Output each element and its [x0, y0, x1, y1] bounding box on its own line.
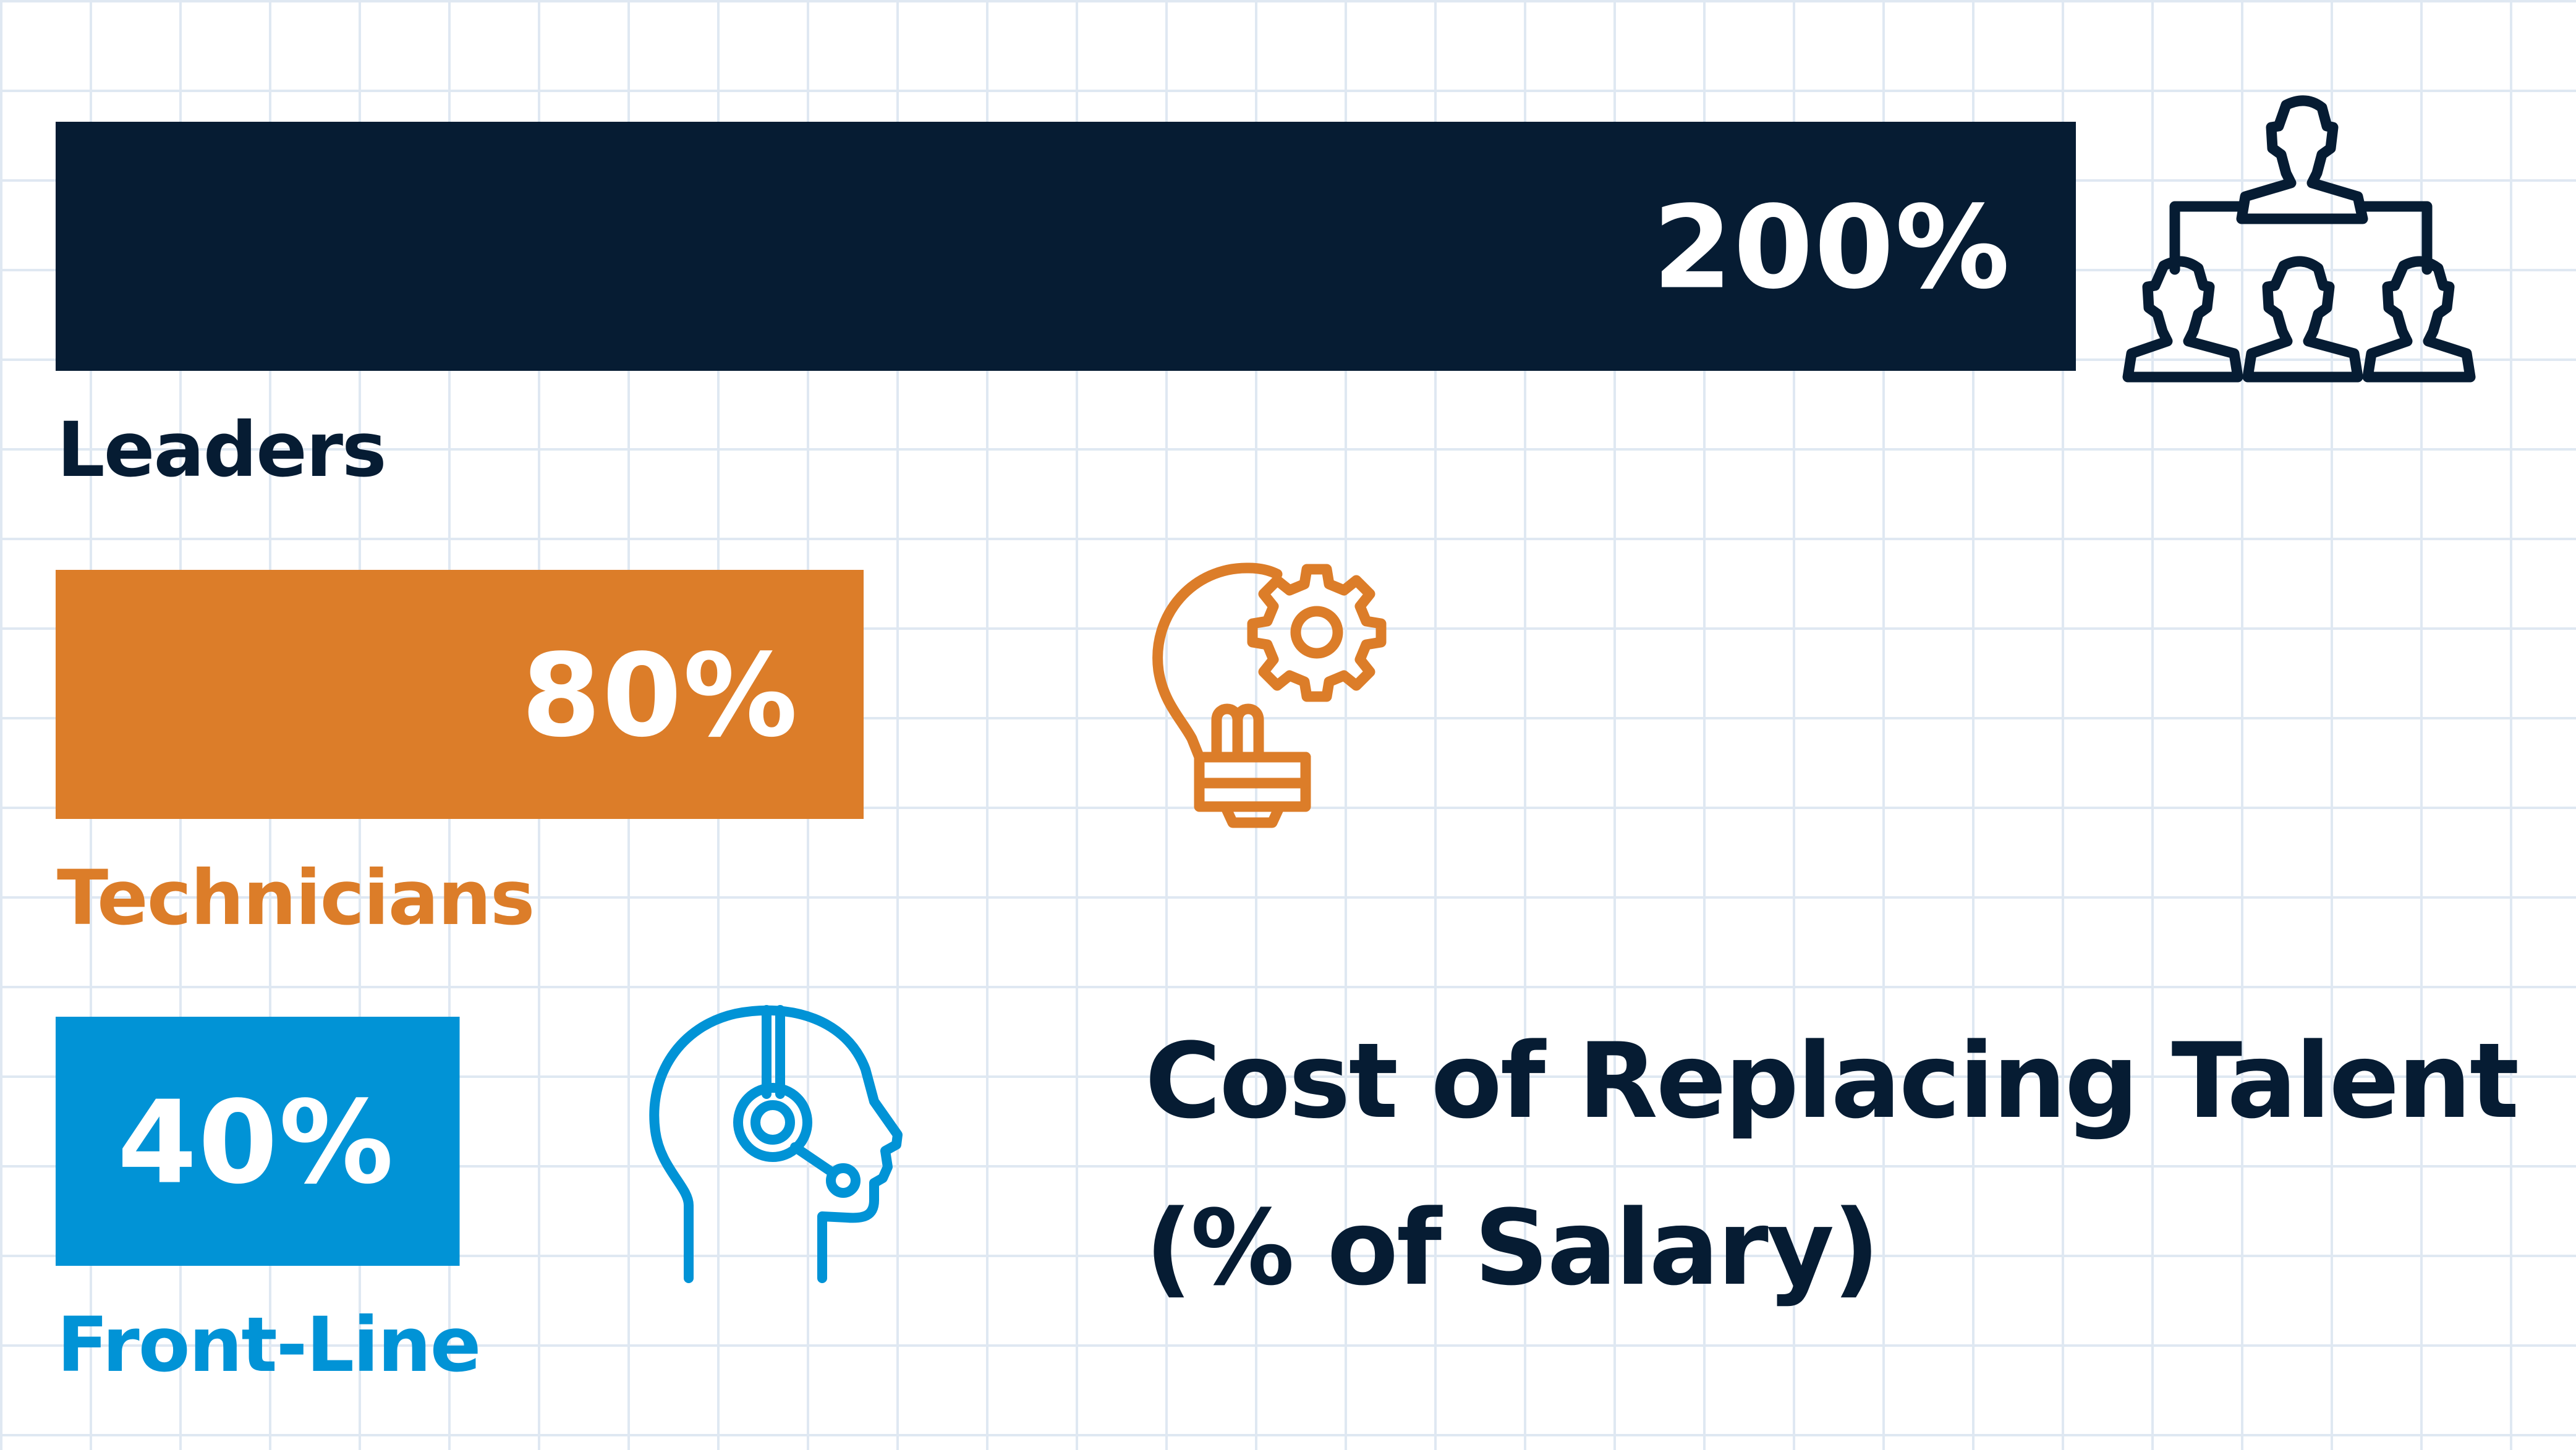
bar-technicians [56, 570, 864, 819]
bar-value-label: 80% [521, 629, 799, 763]
bar-value-label: 40% [117, 1076, 395, 1210]
category-label: Front-Line [57, 1301, 480, 1389]
category-label: Technicians [57, 854, 534, 942]
bar-leaders [56, 122, 2076, 371]
bar-value-label: 200% [1652, 181, 2011, 315]
category-label: Leaders [57, 406, 386, 494]
bar-front-line [56, 1017, 460, 1266]
chart-title: Cost of Replacing Talent [1145, 1020, 2519, 1142]
headset-head-icon [649, 1005, 903, 1283]
org-chart-icon [2122, 95, 2476, 383]
chart-subtitle: (% of Salary) [1145, 1187, 1880, 1308]
lightbulb-gear-icon [1152, 562, 1387, 828]
